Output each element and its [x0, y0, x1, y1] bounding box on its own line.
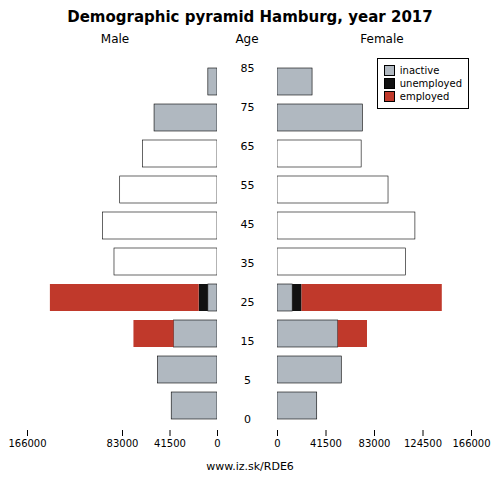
svg-text:124500: 124500	[404, 438, 442, 449]
svg-text:0: 0	[274, 438, 280, 449]
svg-text:35: 35	[241, 257, 255, 270]
svg-text:166000: 166000	[452, 438, 490, 449]
html-text:Age: Age	[235, 32, 259, 46]
svg-text:25: 25	[241, 296, 255, 309]
svg-text:15: 15	[241, 335, 255, 348]
svg-text:41500: 41500	[154, 438, 186, 449]
html-text:Demographic pyramid Hamburg, y: Demographic pyramid Hamburg, year 2017	[67, 8, 433, 26]
svg-text:83000: 83000	[359, 438, 391, 449]
svg-text:75: 75	[241, 101, 255, 114]
svg-text:85: 85	[241, 62, 255, 75]
html-text:inactive: inactive	[399, 65, 440, 76]
svg-text:5: 5	[244, 374, 251, 387]
svg-text:55: 55	[241, 179, 255, 192]
svg-text:41500: 41500	[310, 438, 342, 449]
html-text:www.iz.sk/RDE6: www.iz.sk/RDE6	[206, 460, 294, 473]
svg-text:0: 0	[214, 438, 220, 449]
svg-text:65: 65	[241, 140, 255, 153]
html-text:Male: Male	[100, 32, 130, 46]
html-text:employed: employed	[399, 91, 450, 102]
svg-text:83000: 83000	[107, 438, 139, 449]
svg-text:166000: 166000	[8, 438, 46, 449]
html-text:Female: Female	[360, 32, 404, 46]
html-text:unemployed: unemployed	[399, 78, 462, 89]
svg-text:45: 45	[241, 218, 255, 231]
svg-text:0: 0	[244, 413, 251, 426]
